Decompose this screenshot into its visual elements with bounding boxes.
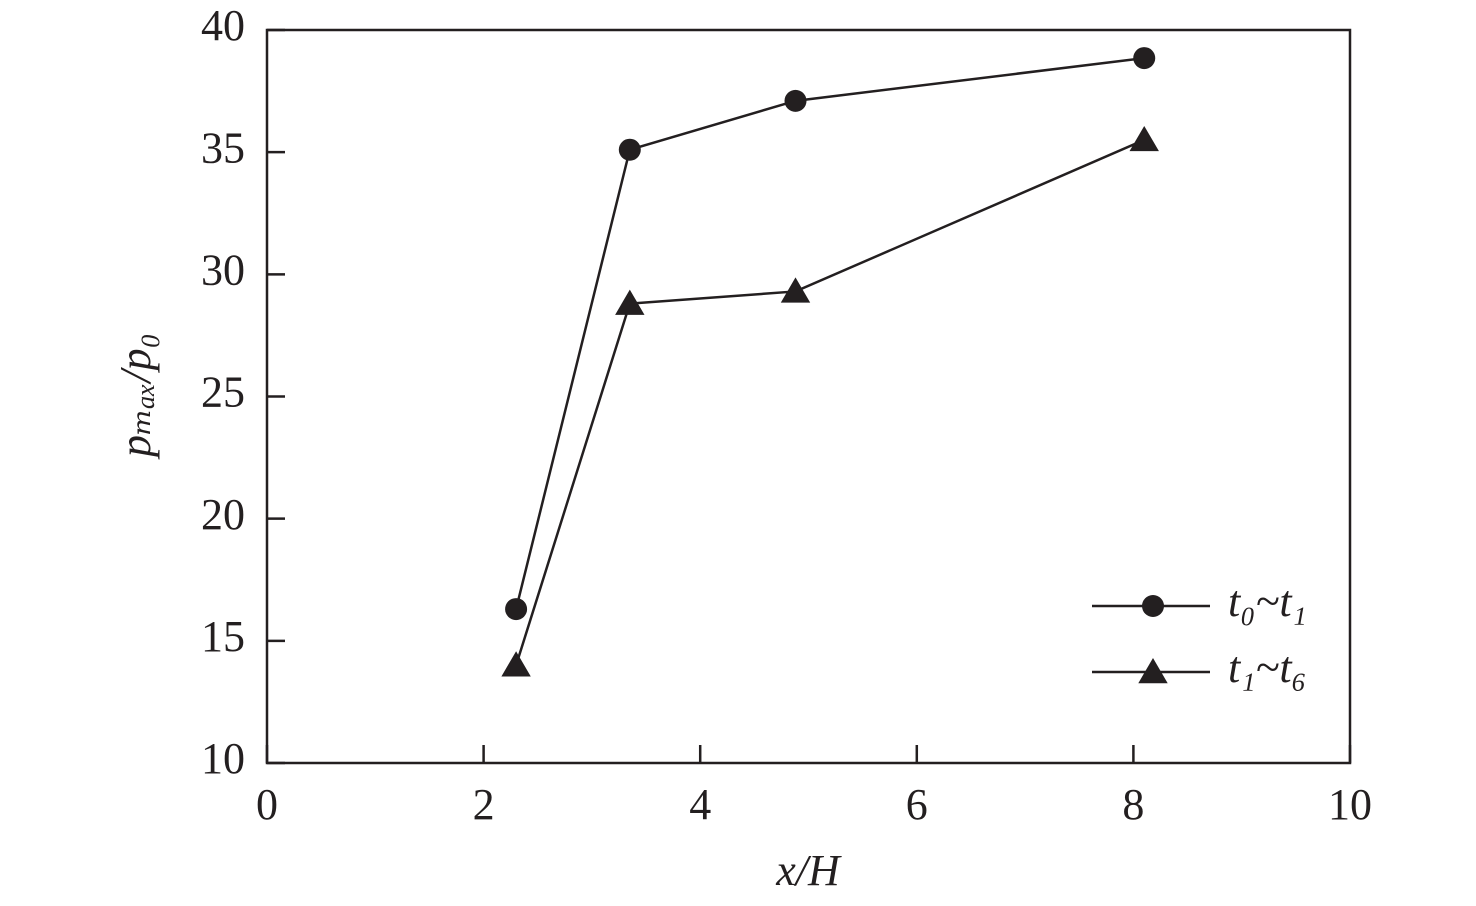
- x-tick-label: 6: [906, 780, 928, 829]
- series-line: [514, 56, 1145, 610]
- plot-frame: [265, 28, 1352, 765]
- series-line: [514, 138, 1145, 666]
- marker: [501, 651, 531, 677]
- y-tick-label: 10: [201, 734, 245, 783]
- marker: [505, 598, 528, 621]
- marker: [780, 277, 811, 303]
- y-tick-label: 30: [201, 245, 245, 294]
- y-axis-label: pₘₐₓ/p₀: [111, 333, 160, 460]
- x-axis-label: x/H: [775, 846, 842, 895]
- marker: [618, 138, 641, 161]
- marker: [784, 89, 807, 112]
- marker: [1129, 125, 1159, 152]
- marker: [1133, 47, 1156, 70]
- y-tick-label: 35: [201, 123, 245, 172]
- y-tick-label: 40: [201, 1, 245, 50]
- x-tick-label: 2: [473, 780, 495, 829]
- legend-marker: [1138, 658, 1168, 684]
- y-tick-label: 20: [201, 490, 245, 539]
- y-tick-label: 25: [201, 368, 245, 417]
- legend-label: t₀~t₁: [1228, 577, 1307, 626]
- x-tick-label: 4: [689, 780, 711, 829]
- legend-label: t₁~t₆: [1228, 643, 1307, 692]
- x-tick-label: 0: [256, 780, 278, 829]
- x-tick-label: 10: [1328, 780, 1372, 829]
- x-tick-label: 8: [1122, 780, 1144, 829]
- legend-marker: [1142, 595, 1164, 617]
- marker: [615, 289, 645, 315]
- y-tick-label: 15: [201, 612, 245, 661]
